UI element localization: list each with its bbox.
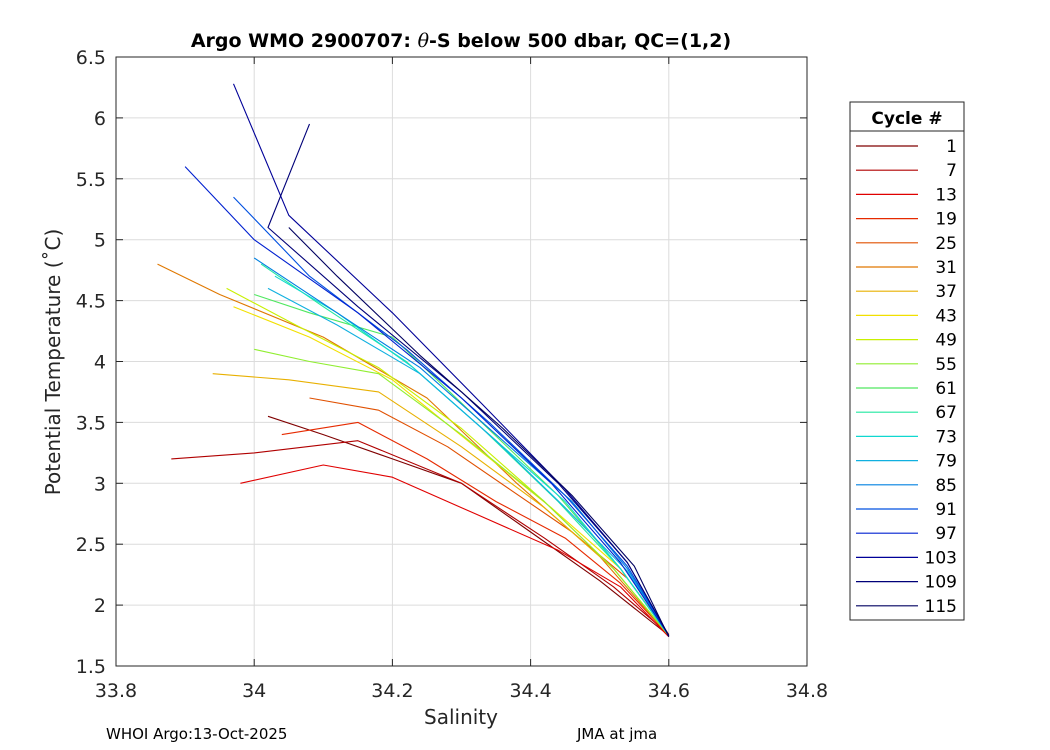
footer-source: WHOI Argo:13-Oct-2025 <box>106 725 288 743</box>
series-line-cycle-73 <box>274 275 670 636</box>
legend-label-85: 85 <box>935 476 957 496</box>
legend-label-1: 1 <box>946 137 957 157</box>
y-tick-label: 1.5 <box>76 656 106 678</box>
series-line-cycle-19 <box>281 421 670 636</box>
series-line-cycle-31 <box>157 263 670 636</box>
legend-label-67: 67 <box>935 403 957 423</box>
series-line-cycle-85 <box>253 257 670 636</box>
y-tick-label: 2.5 <box>76 534 106 556</box>
series-line-cycle-115 <box>288 227 670 638</box>
series-line-cycle-79 <box>267 287 670 636</box>
series-line-cycle-55 <box>254 348 670 636</box>
y-tick-label: 5 <box>94 230 106 252</box>
y-axis-label: Potential Temperature (˚C) <box>41 229 65 496</box>
legend-label-31: 31 <box>935 258 957 278</box>
chart-title: Argo WMO 2900707: θ-S below 500 dbar, QC… <box>191 30 731 52</box>
y-tick-label: 3 <box>94 473 106 495</box>
y-tick-label: 5.5 <box>76 169 106 191</box>
legend-label-97: 97 <box>935 524 957 544</box>
series-line-cycle-61 <box>254 293 670 636</box>
y-tick-label: 4.5 <box>76 291 106 313</box>
legend-label-7: 7 <box>946 161 957 181</box>
legend-title: Cycle # <box>871 109 942 129</box>
y-tick-label: 6 <box>94 108 106 130</box>
chart-title-prefix: Argo WMO 2900707: <box>191 30 418 52</box>
x-tick-label: 34.8 <box>786 680 828 702</box>
grid-lines <box>115 56 808 667</box>
legend-label-61: 61 <box>935 379 957 399</box>
x-tick-label: 34 <box>242 680 266 702</box>
footer-operator: JMA at jma <box>577 725 658 743</box>
series-line-cycle-97 <box>184 166 670 636</box>
x-axis-label: Salinity <box>424 705 498 729</box>
x-tick-label: 34.6 <box>648 680 690 702</box>
series-line-cycle-13 <box>240 464 670 638</box>
y-tick-label: 3.5 <box>76 412 106 434</box>
x-tick-label: 34.2 <box>371 680 413 702</box>
series-line-cycle-1 <box>267 415 670 636</box>
series-lines <box>157 83 670 638</box>
x-tick-label: 33.8 <box>95 680 137 702</box>
legend-label-73: 73 <box>935 427 957 447</box>
series-line-cycle-7 <box>171 440 670 635</box>
legend-label-103: 103 <box>925 548 957 568</box>
legend: Cycle # 1 7 13 19 25 31 37 43 49 55 61 67 73 79 85 91 97… <box>849 101 965 621</box>
legend-label-91: 91 <box>935 500 957 520</box>
legend-label-13: 13 <box>935 185 957 205</box>
legend-label-79: 79 <box>935 452 957 472</box>
x-tick-label: 34.4 <box>509 680 551 702</box>
series-line-cycle-91 <box>233 196 670 636</box>
chart-title-suffix: -S below 500 dbar, QC=(1,2) <box>429 30 731 52</box>
y-tick-label: 6.5 <box>76 47 106 69</box>
series-line-cycle-43 <box>233 306 670 636</box>
series-line-cycle-25 <box>309 397 670 635</box>
legend-label-43: 43 <box>935 306 957 326</box>
axis-ticks: 33.8 34 34.2 34.4 34.6 34.8 1.5 2 2.5 3 3.5 4 4.5 5 5.… <box>76 47 828 702</box>
y-tick-label: 2 <box>94 595 106 617</box>
legend-label-55: 55 <box>935 355 957 375</box>
legend-entries: 1 7 13 19 25 31 37 43 49 55 61 67 73 79 85 91 97 103 109 11… <box>856 137 957 617</box>
y-tick-label: 4 <box>94 352 106 374</box>
legend-label-19: 19 <box>935 210 957 230</box>
legend-label-115: 115 <box>925 597 957 617</box>
chart-title-theta: θ <box>418 30 430 52</box>
legend-label-25: 25 <box>935 234 957 254</box>
legend-label-109: 109 <box>925 573 957 593</box>
legend-label-37: 37 <box>935 282 957 302</box>
legend-label-49: 49 <box>935 331 957 351</box>
